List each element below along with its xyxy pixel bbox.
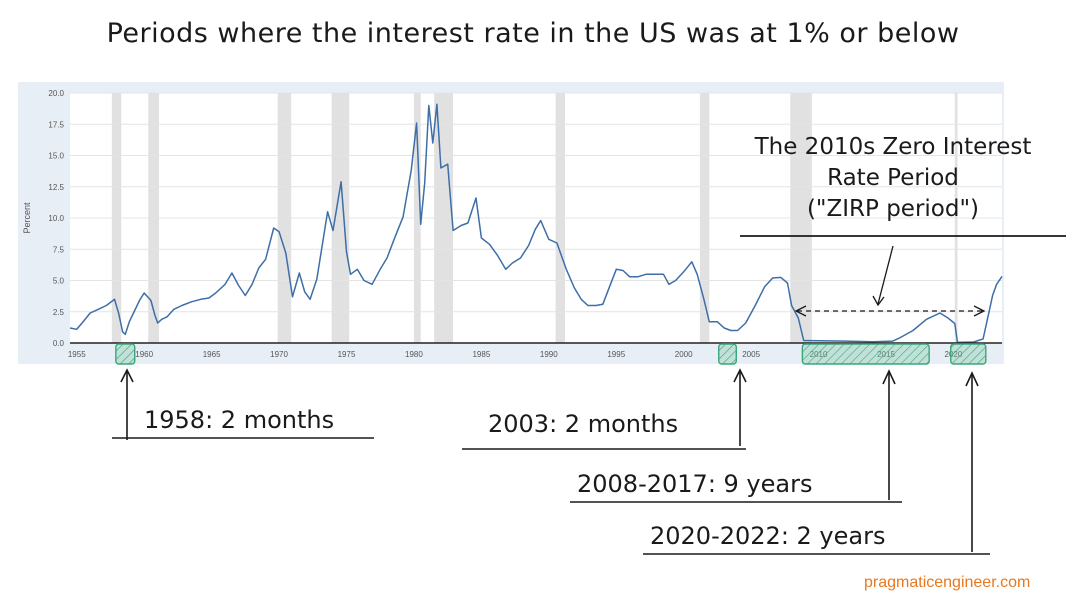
callout-2008-2017: 2008-2017: 9 years bbox=[577, 470, 813, 498]
y-tick-label: 20.0 bbox=[48, 89, 64, 98]
low-rate-period-1 bbox=[718, 343, 737, 365]
y-tick-label: 2.5 bbox=[53, 308, 65, 317]
zirp-label-line-1: The 2010s Zero Interest bbox=[754, 134, 1032, 160]
x-tick-label: 1970 bbox=[270, 350, 288, 359]
x-tick-label: 1995 bbox=[607, 350, 625, 359]
low-rate-period-2 bbox=[801, 343, 930, 365]
callout-2003: 2003: 2 months bbox=[488, 410, 679, 438]
y-tick-label: 17.5 bbox=[48, 120, 64, 129]
x-tick-label: 2000 bbox=[675, 350, 693, 359]
y-tick-label: 0.0 bbox=[53, 339, 65, 348]
low-rate-period-0 bbox=[115, 343, 136, 365]
x-tick-label: 1965 bbox=[203, 350, 221, 359]
chart-title: Periods where the interest rate in the U… bbox=[106, 18, 960, 49]
callout-arrow-1958 bbox=[112, 368, 374, 440]
x-tick-label: 1990 bbox=[540, 350, 558, 359]
low-rate-period-3 bbox=[950, 343, 987, 365]
x-tick-label: 1985 bbox=[472, 350, 490, 359]
x-tick-label: 1955 bbox=[68, 350, 86, 359]
zirp-span-arrowhead-right bbox=[973, 305, 986, 317]
low-rate-highlights bbox=[115, 343, 987, 365]
callout-2020-2022: 2020-2022: 2 years bbox=[650, 522, 886, 550]
x-tick-label: 1980 bbox=[405, 350, 423, 359]
zirp-period-label: The 2010s Zero Interest Rate Period ("ZI… bbox=[712, 132, 1074, 225]
callout-arrow-2008 bbox=[570, 369, 902, 503]
x-tick-label: 2005 bbox=[742, 350, 760, 359]
callout-arrow-2020 bbox=[643, 371, 990, 555]
x-tick-label: 1960 bbox=[135, 350, 153, 359]
interest-rate-line bbox=[69, 103, 1003, 344]
zirp-span-arrowhead-left bbox=[794, 305, 807, 317]
x-tick-label: 1975 bbox=[338, 350, 356, 359]
y-tick-label: 12.5 bbox=[48, 183, 64, 192]
source-credit: pragmaticengineer.com bbox=[864, 574, 1031, 591]
y-tick-label: 5.0 bbox=[53, 277, 65, 286]
zirp-pointer-arrowhead bbox=[872, 295, 885, 307]
callout-arrow-2003 bbox=[462, 368, 747, 450]
gridlines bbox=[70, 92, 1002, 313]
y-tick-label: 15.0 bbox=[48, 152, 64, 161]
y-axis-label: Percent bbox=[22, 202, 32, 234]
y-tick-label: 7.5 bbox=[53, 245, 65, 254]
callout-1958: 1958: 2 months bbox=[144, 406, 335, 434]
zirp-label-line-3: ("ZIRP period") bbox=[806, 196, 980, 222]
zirp-pointer-arrow bbox=[877, 245, 894, 305]
y-tick-labels: 0.0 2.5 5.0 7.5 10.0 12.5 15.0 17.5 20.0 bbox=[48, 89, 64, 348]
zirp-label-line-2: Rate Period bbox=[827, 165, 959, 191]
y-tick-label: 10.0 bbox=[48, 214, 64, 223]
